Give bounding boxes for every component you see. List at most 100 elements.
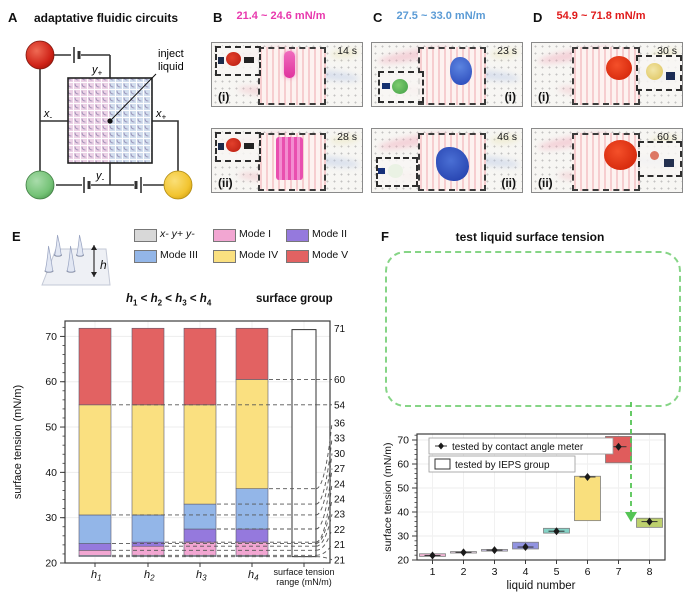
liquid-blob	[606, 56, 632, 80]
panel-e-label: E	[12, 229, 21, 244]
bar-segment	[235, 379, 269, 489]
legend-label: Mode II	[312, 228, 348, 240]
bar-segment	[235, 541, 269, 556]
timestamp: 30 s	[657, 45, 677, 57]
photo-frame: 30 s (i)	[531, 42, 683, 107]
reservoir-inset	[636, 55, 682, 91]
svg-text:range (mN/m): range (mN/m)	[276, 577, 332, 587]
range-bar	[291, 329, 317, 558]
boundary-label: 54.9	[334, 400, 345, 411]
reservoir-inset	[215, 46, 261, 76]
svg-text:surface tension (mN/m): surface tension (mN/m)	[382, 442, 394, 551]
panel-c-range: 27.5 ~ 33.0 mN/m	[396, 10, 486, 22]
svg-text:h3: h3	[196, 569, 207, 583]
contact-angle-marker	[522, 543, 529, 552]
legend-swatch	[213, 250, 236, 263]
svg-text:8: 8	[647, 566, 653, 578]
contact-angle-marker	[584, 472, 591, 481]
inject-point	[107, 118, 113, 124]
bar-segment	[78, 543, 112, 551]
panel-b-label: B	[213, 10, 223, 25]
label-x-minus: x-	[43, 108, 53, 122]
timestamp: 23 s	[497, 45, 517, 57]
reservoir-inset	[638, 141, 682, 177]
reservoir-inset	[215, 132, 261, 162]
inject-label-line1: inject	[158, 48, 184, 60]
liquid-tension-chart: 20 30 40 50 60 70 1 2 3 4 5 6 7 8 liquid number surface…	[382, 433, 666, 592]
height-inequality: h1 < h2 < h3 < h4	[126, 293, 212, 308]
liquid-blob	[436, 147, 469, 181]
reservoir-blob	[226, 52, 241, 66]
liquid-blob	[284, 51, 295, 78]
legend-swatch	[134, 250, 157, 263]
fluidic-circuit-diagram: y+ y- x- x+ inject liquid	[25, 40, 193, 200]
svg-text:liquid number: liquid number	[506, 580, 575, 592]
timestamp: 14 s	[337, 45, 357, 57]
svg-text:50: 50	[45, 422, 57, 434]
legend-swatch	[213, 229, 236, 242]
svg-text:40: 40	[397, 507, 409, 519]
reservoir-yellow	[163, 170, 193, 200]
surface-group-region	[572, 47, 640, 105]
bar-segment	[183, 327, 217, 406]
svg-text:1: 1	[430, 566, 436, 578]
boundary-label: 36.4	[334, 419, 345, 430]
contact-angle-marker	[553, 527, 560, 536]
svg-text:20: 20	[397, 555, 409, 567]
reservoir-inset	[376, 157, 418, 187]
photo-frame: 60 s (ii)	[531, 128, 683, 193]
panel-d-label: D	[533, 10, 543, 25]
svg-text:6: 6	[585, 566, 591, 578]
svg-text:surface tension (mN/m): surface tension (mN/m)	[12, 385, 24, 499]
contact-angle-marker	[460, 548, 467, 557]
svg-text:50: 50	[397, 483, 409, 495]
bar-segment	[78, 514, 112, 544]
bar-segment	[78, 327, 112, 406]
panel-a-title: adaptative fluidic circuits	[34, 11, 179, 25]
bar-segment	[183, 404, 217, 505]
bar-segment	[131, 327, 165, 406]
frame-tag: (i)	[504, 90, 516, 104]
frame-tag: (i)	[538, 90, 550, 104]
bar-segment	[78, 404, 112, 516]
contact-angle-marker	[429, 551, 436, 560]
panel-b-range: 21.4 ~ 24.6 mN/m	[236, 10, 326, 22]
circuit-wires	[39, 54, 179, 186]
svg-text:h2: h2	[144, 569, 155, 583]
bar-segment	[131, 514, 165, 543]
battery-symbols	[73, 47, 142, 193]
contact-angle-marker	[491, 546, 498, 555]
ieps-range-box	[574, 475, 601, 522]
label-y-minus: y-	[95, 170, 105, 184]
legend-label: Mode III	[160, 249, 198, 261]
legend-label: tested by IEPS group	[455, 460, 550, 471]
panel-f-title: test liquid surface tension	[455, 230, 605, 244]
timestamp: 46 s	[497, 131, 517, 143]
boundary-label: 24.6	[334, 479, 345, 490]
bar-segment	[183, 528, 217, 543]
stacked-mode-chart: 20 30 40 50 60 70 71.8 60.5 54.9 36.4 33.0 30.6 27.5…	[12, 320, 345, 587]
bar-segment	[183, 503, 217, 530]
panel-d: D 54.9 ~ 71.8 mN/m 30 s (i) 60 s (ii)	[525, 0, 685, 225]
bar-segment	[183, 541, 217, 556]
bar-segment	[235, 488, 269, 530]
boundary-label: 33.0	[334, 434, 345, 445]
inject-label-line2: liquid	[158, 61, 184, 73]
panel-a-label: A	[8, 10, 18, 25]
svg-text:7: 7	[616, 566, 622, 578]
timestamp: 28 s	[337, 131, 357, 143]
reservoir-green	[25, 170, 55, 200]
legend-swatch	[286, 250, 309, 263]
cone-array-illustration: h	[41, 234, 111, 286]
frame-tag: (i)	[218, 90, 230, 104]
photo-frame: 14 s (i)	[211, 42, 363, 107]
bar-segment	[235, 528, 269, 543]
svg-text:60: 60	[397, 459, 409, 471]
panel-e: E h x- y+ y- Mode I Mode II Mode III Mode IV…	[8, 225, 348, 610]
panel-c-label: C	[373, 10, 383, 25]
liquid-blob	[276, 137, 303, 180]
label-y-plus: y+	[91, 64, 103, 78]
legend-swatch	[134, 229, 157, 242]
reservoir-red	[25, 40, 55, 70]
frame-tag: (ii)	[501, 176, 516, 190]
